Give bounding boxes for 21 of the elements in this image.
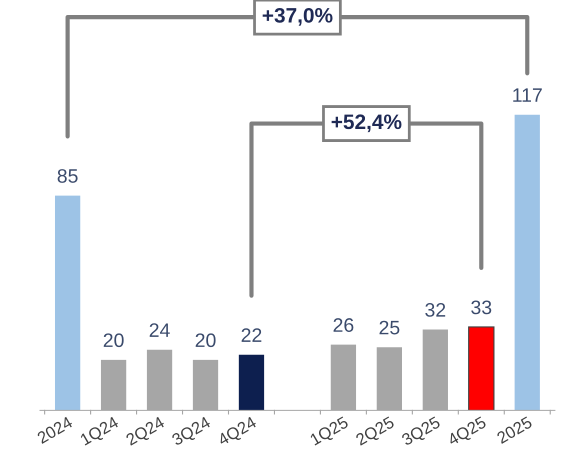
data-label: 117 [513,88,542,102]
x-tick-label: 4Q25 [446,416,488,449]
data-label: 85 [58,169,78,183]
data-label: 20 [196,333,216,348]
x-tick-label: 2024 [36,416,74,444]
data-label: 33 [471,300,492,314]
x-tick-label: 4Q24 [216,416,259,449]
x-tick-label: 3Q24 [170,416,213,448]
x-tick-label: 2025 [496,416,533,444]
bar [238,354,264,410]
bar [54,196,80,410]
bar [468,326,494,410]
annotation: +52,4% [332,114,402,132]
text: +37,0% [262,8,333,26]
data-label: 32 [425,303,446,317]
data-label: 22 [242,328,262,342]
data-label: 20 [104,333,124,348]
data-label: 26 [334,318,354,332]
data-label: 24 [150,323,170,337]
bar [514,114,540,410]
data-label: 25 [380,320,400,334]
